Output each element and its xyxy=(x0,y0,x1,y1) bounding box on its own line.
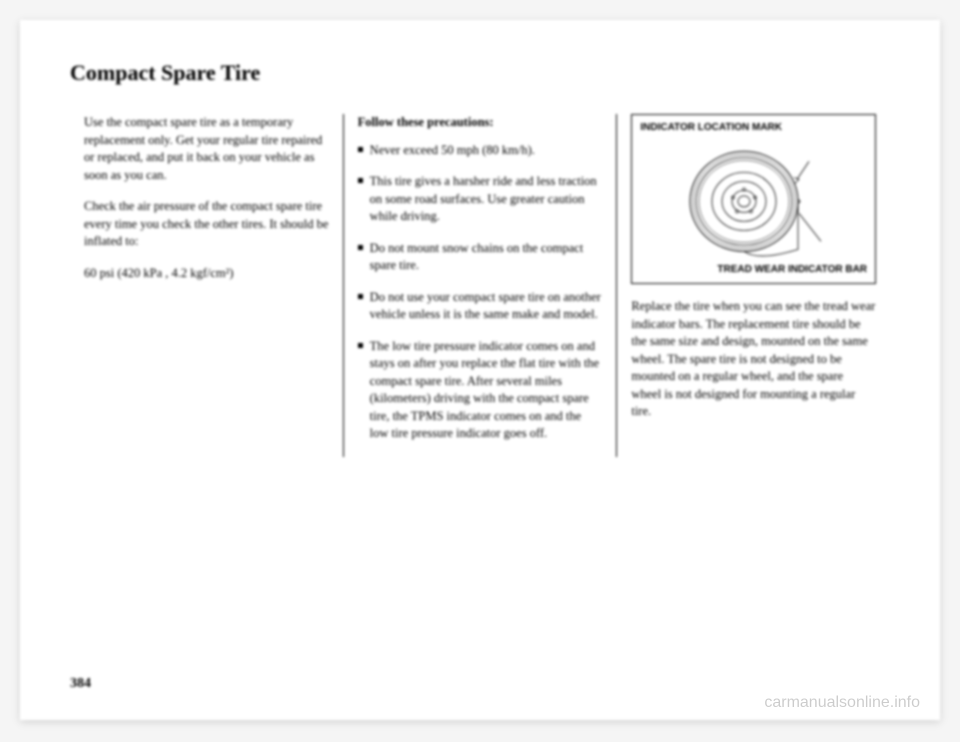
watermark: carmanualsonline.info xyxy=(764,694,920,712)
page-title: Compact Spare Tire xyxy=(70,60,890,86)
page-number: 384 xyxy=(70,676,91,692)
column-layout: Use the compact spare tire as a temporar… xyxy=(70,114,890,457)
tire-icon xyxy=(679,141,829,261)
column-1: Use the compact spare tire as a temporar… xyxy=(70,114,343,457)
list-item: Do not mount snow chains on the compact … xyxy=(358,240,603,275)
precautions-list: Never exceed 50 mph (80 km/h). This tire… xyxy=(358,142,603,443)
tire-diagram: INDICATOR LOCATION MARK xyxy=(631,114,876,284)
pressure-check-paragraph: Check the air pressure of the compact sp… xyxy=(84,198,329,251)
usage-paragraph: Use the compact spare tire as a temporar… xyxy=(84,114,329,184)
list-item: Never exceed 50 mph (80 km/h). xyxy=(358,142,603,160)
indicator-location-label: INDICATOR LOCATION MARK xyxy=(640,121,782,135)
column-3: INDICATOR LOCATION MARK xyxy=(616,114,890,457)
replacement-paragraph: Replace the tire when you can see the tr… xyxy=(631,298,876,421)
manual-page: Compact Spare Tire Use the compact spare… xyxy=(20,20,940,720)
list-item: Do not use your compact spare tire on an… xyxy=(358,289,603,324)
list-item: This tire gives a harsher ride and less … xyxy=(358,173,603,226)
column-2: Follow these precautions: Never exceed 5… xyxy=(343,114,617,457)
list-item: The low tire pressure indicator comes on… xyxy=(358,338,603,443)
pressure-value: 60 psi (420 kPa , 4.2 kgf/cm²) xyxy=(84,265,329,283)
precautions-heading: Follow these precautions: xyxy=(358,114,603,132)
tread-wear-label: TREAD WEAR INDICATOR BAR xyxy=(717,263,867,277)
